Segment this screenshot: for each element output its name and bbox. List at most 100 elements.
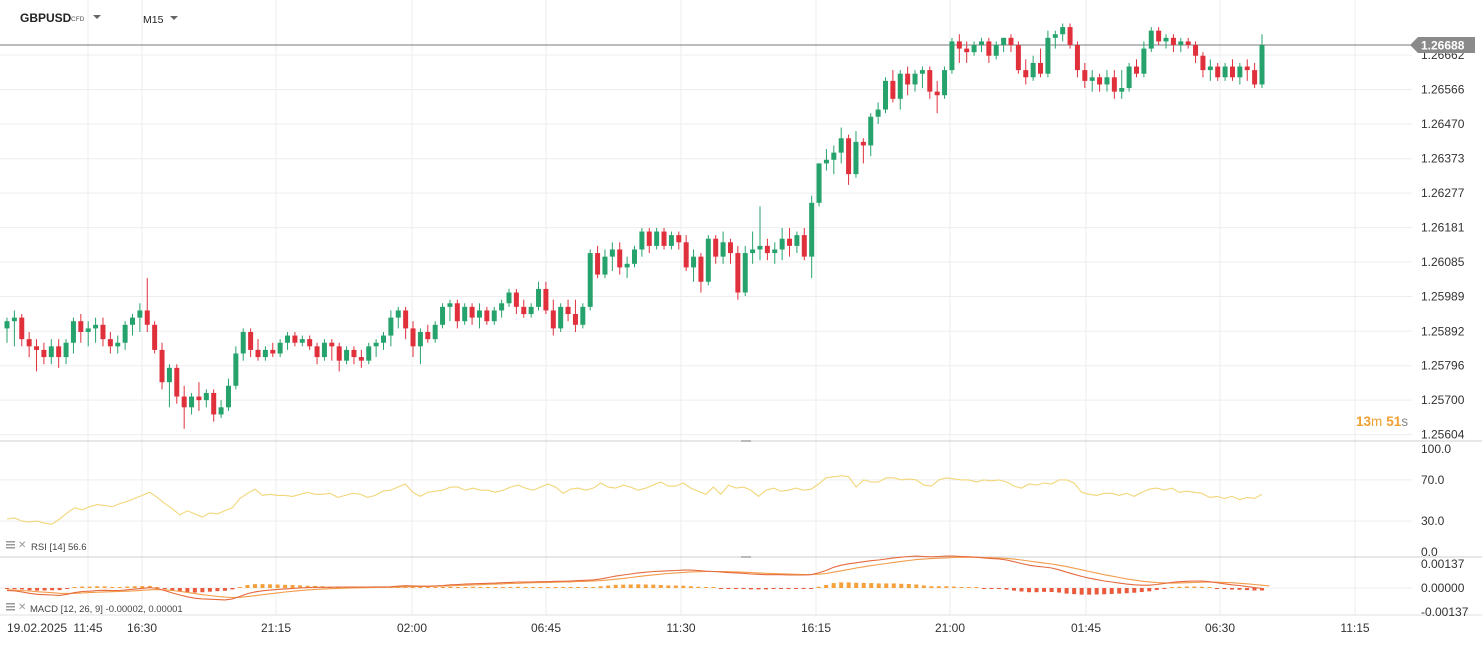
macd-histogram-bar — [1237, 588, 1242, 590]
svg-text:RSI [14] 56.6: RSI [14] 56.6 — [31, 542, 86, 553]
candle-body — [809, 202, 815, 257]
macd-histogram-bar — [268, 584, 273, 588]
candle-body — [218, 407, 224, 415]
bullish-candle — [476, 303, 482, 329]
timeframe-dropdown-icon[interactable] — [170, 16, 178, 20]
bullish-candle — [1089, 70, 1095, 92]
bullish-candle — [1141, 41, 1147, 78]
macd-histogram-bar — [1042, 588, 1047, 592]
time-tick-label: 06:30 — [1205, 621, 1235, 635]
candle-body — [853, 141, 859, 175]
price-axis[interactable]: 1.25604 1.25700 1.25796 1.25892 1.25989 1.260… — [1421, 48, 1465, 442]
macd-histogram-bar — [1139, 588, 1144, 593]
macd-histogram-bar — [831, 583, 836, 588]
candle-body — [654, 231, 660, 246]
candle-body — [646, 231, 652, 246]
macd-histogram-bar — [824, 585, 829, 588]
candle-body — [248, 331, 254, 350]
bullish-candle — [691, 249, 697, 282]
bullish-candle — [381, 331, 386, 350]
bearish-candle — [159, 342, 165, 390]
bullish-candle — [218, 400, 224, 419]
bullish-candle — [225, 378, 231, 411]
rsi-label: RSI — [31, 542, 47, 553]
candle-body — [410, 328, 416, 347]
macd-histogram-bar — [50, 588, 55, 591]
bearish-candle — [1215, 62, 1221, 81]
candle-body — [617, 249, 623, 268]
macd-histogram-bar — [5, 588, 9, 589]
time-tick-label: 01:45 — [1071, 621, 1101, 635]
macd-histogram-bar — [410, 587, 415, 588]
candle-body — [1045, 37, 1051, 74]
candle-body — [454, 303, 460, 322]
bearish-candle — [1170, 34, 1176, 53]
macd-settings-icon[interactable] — [6, 603, 15, 611]
macd-histogram-bar — [523, 587, 528, 588]
macd-histogram-bar — [20, 588, 25, 590]
timeframe-label[interactable]: M15 — [143, 14, 164, 26]
bearish-candle — [890, 70, 896, 103]
candle-body — [713, 238, 719, 257]
macd-histogram-bar — [252, 584, 257, 588]
candle-body — [986, 41, 992, 56]
macd-histogram-bar — [951, 586, 956, 588]
macd-close-icon[interactable]: ✕ — [18, 602, 26, 613]
price-tick-label: 1.25796 — [1421, 359, 1465, 373]
macd-tick-label: 0.00000 — [1421, 581, 1465, 595]
macd-histogram-bar — [1124, 588, 1129, 594]
macd-histogram-bar — [207, 588, 212, 592]
bullish-candle — [587, 249, 593, 311]
bullish-candle — [1045, 30, 1051, 78]
candle-body — [705, 238, 711, 282]
macd-histogram-bar — [1260, 588, 1264, 591]
macd-histogram-bar — [1177, 586, 1182, 588]
rsi-tick-label: 70.0 — [1421, 473, 1445, 487]
macd-histogram-bar — [200, 588, 205, 593]
macd-histogram-bar — [463, 586, 468, 588]
macd-histogram-bar — [696, 586, 701, 588]
macd-histogram-bar — [1012, 588, 1017, 591]
bullish-candle — [447, 299, 453, 322]
bullish-candle — [122, 321, 128, 350]
rsi-close-icon[interactable]: ✕ — [18, 540, 26, 551]
candle-body — [351, 349, 357, 358]
bearish-candle — [19, 314, 25, 347]
macd-histogram-bar — [718, 588, 723, 589]
bullish-candle — [632, 245, 637, 268]
bearish-candle — [846, 134, 852, 185]
bullish-candle — [816, 163, 822, 207]
candle-body — [1178, 41, 1184, 45]
rsi-legend: ✕ RSI [14] 56.6 — [6, 540, 86, 553]
macd-histogram-bar — [531, 587, 536, 588]
bearish-candle — [196, 382, 202, 411]
candle-body — [1237, 66, 1243, 78]
macd-histogram-bar — [726, 588, 731, 589]
symbol-label[interactable]: GBPUSD — [20, 11, 72, 25]
bearish-candle — [964, 41, 970, 63]
macd-histogram-bar — [117, 586, 122, 588]
bullish-candle — [654, 227, 660, 250]
candle-body — [624, 263, 630, 268]
candle-body — [602, 256, 608, 275]
macd-histogram-bar — [298, 585, 303, 588]
bearish-candle — [314, 342, 320, 365]
time-axis[interactable]: 19.02.2025 11:45 16:30 21:15 02:00 06:45 11:30… — [7, 621, 1370, 635]
bearish-candle — [329, 339, 335, 361]
bullish-candle — [779, 227, 785, 261]
macd-histogram-bar — [861, 582, 866, 588]
bearish-candle — [1008, 34, 1014, 53]
candle-body — [93, 324, 99, 329]
candle-body — [668, 235, 674, 246]
price-tick-label: 1.26566 — [1421, 82, 1465, 96]
panel-resize-handle[interactable] — [741, 440, 751, 442]
price-tick-label: 1.26181 — [1421, 221, 1465, 235]
candle-body — [1001, 37, 1007, 45]
symbol-dropdown-icon[interactable] — [93, 15, 101, 19]
rsi-settings-icon[interactable] — [6, 541, 15, 549]
bullish-candle — [757, 206, 763, 261]
grid — [0, 0, 1412, 615]
panel-resize-handle[interactable] — [741, 556, 751, 558]
